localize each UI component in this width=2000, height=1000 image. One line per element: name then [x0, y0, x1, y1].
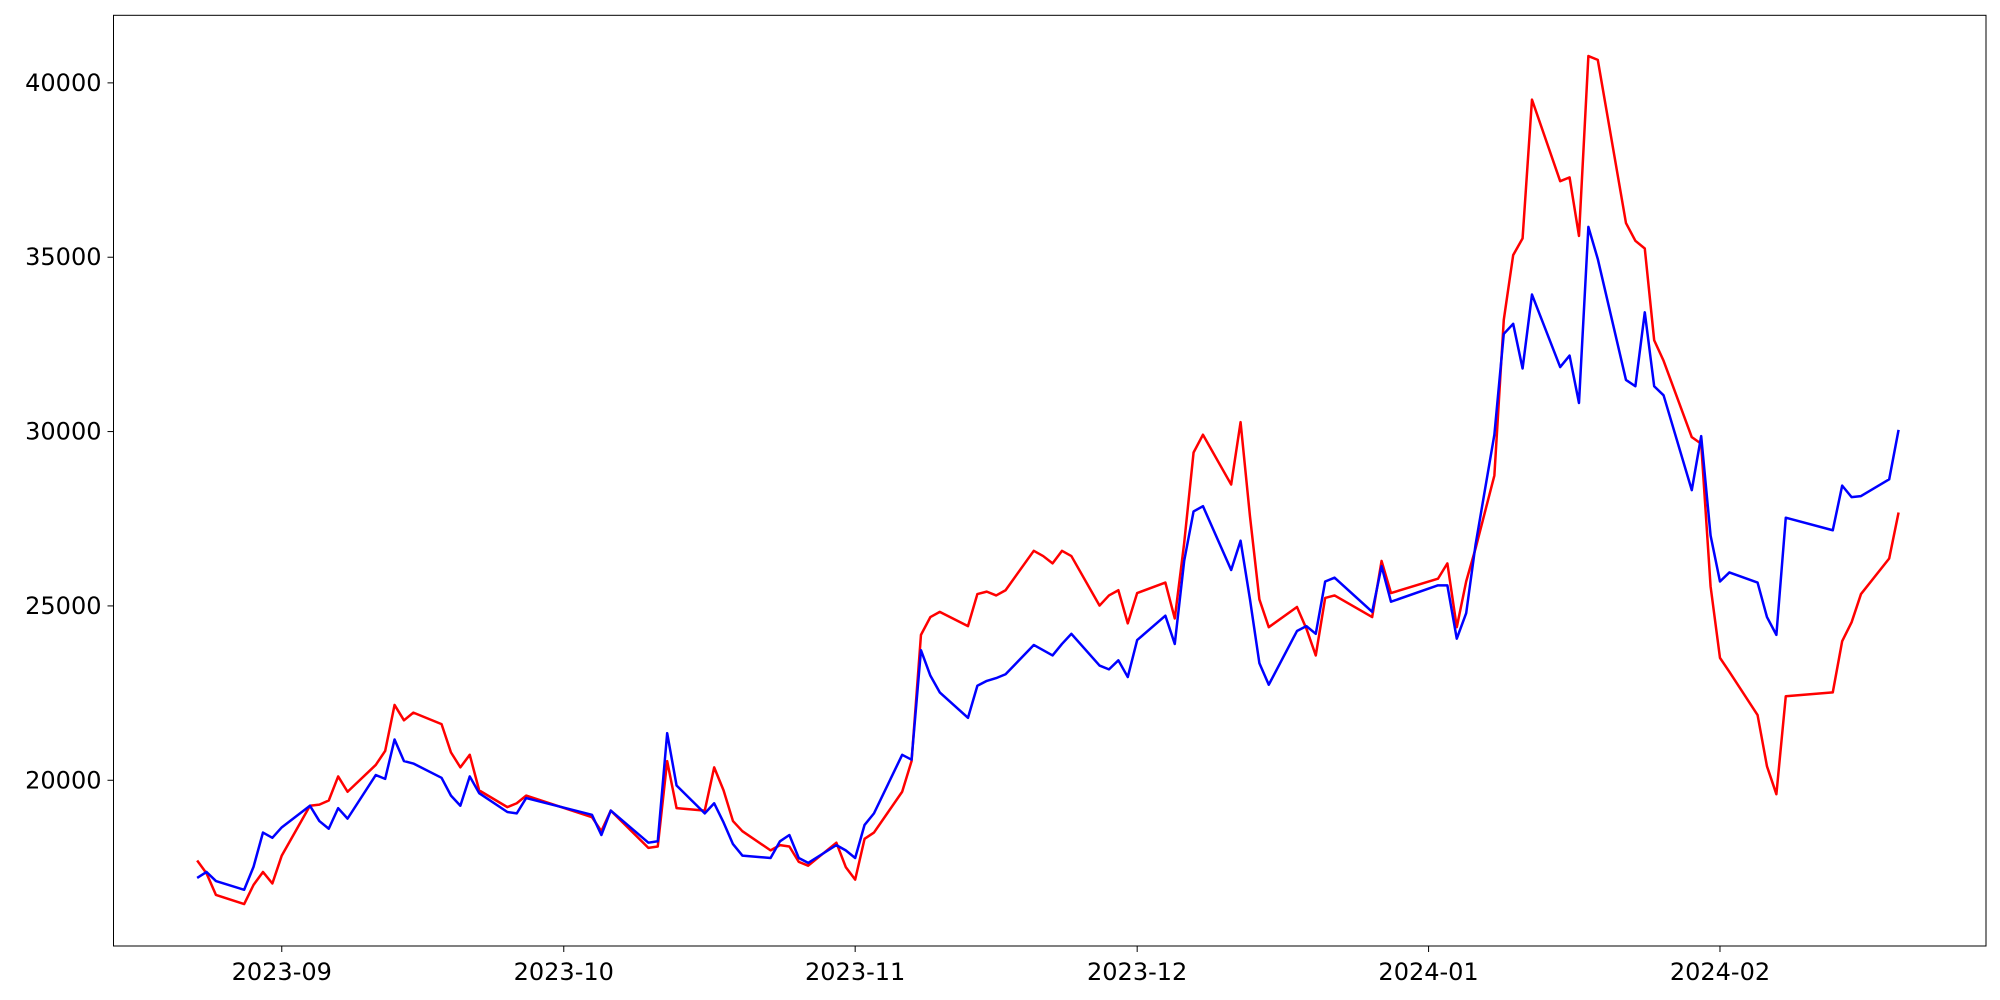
y-tick-label: 35000 — [25, 243, 101, 271]
y-tick-label: 30000 — [25, 418, 101, 446]
y-tick-label: 40000 — [25, 69, 101, 97]
x-tick-label: 2023-11 — [805, 958, 905, 986]
x-tick-label: 2023-09 — [232, 958, 332, 986]
x-tick-label: 2024-01 — [1378, 958, 1478, 986]
line-series — [196, 54, 1900, 906]
plot-frame — [113, 14, 1987, 947]
line-series — [196, 225, 1900, 892]
y-tick-label: 20000 — [25, 766, 101, 794]
x-tick-label: 2023-12 — [1087, 958, 1187, 986]
x-tick-label: 2024-02 — [1670, 958, 1770, 986]
y-tick-label: 25000 — [25, 592, 101, 620]
x-tick-label: 2023-10 — [514, 958, 614, 986]
